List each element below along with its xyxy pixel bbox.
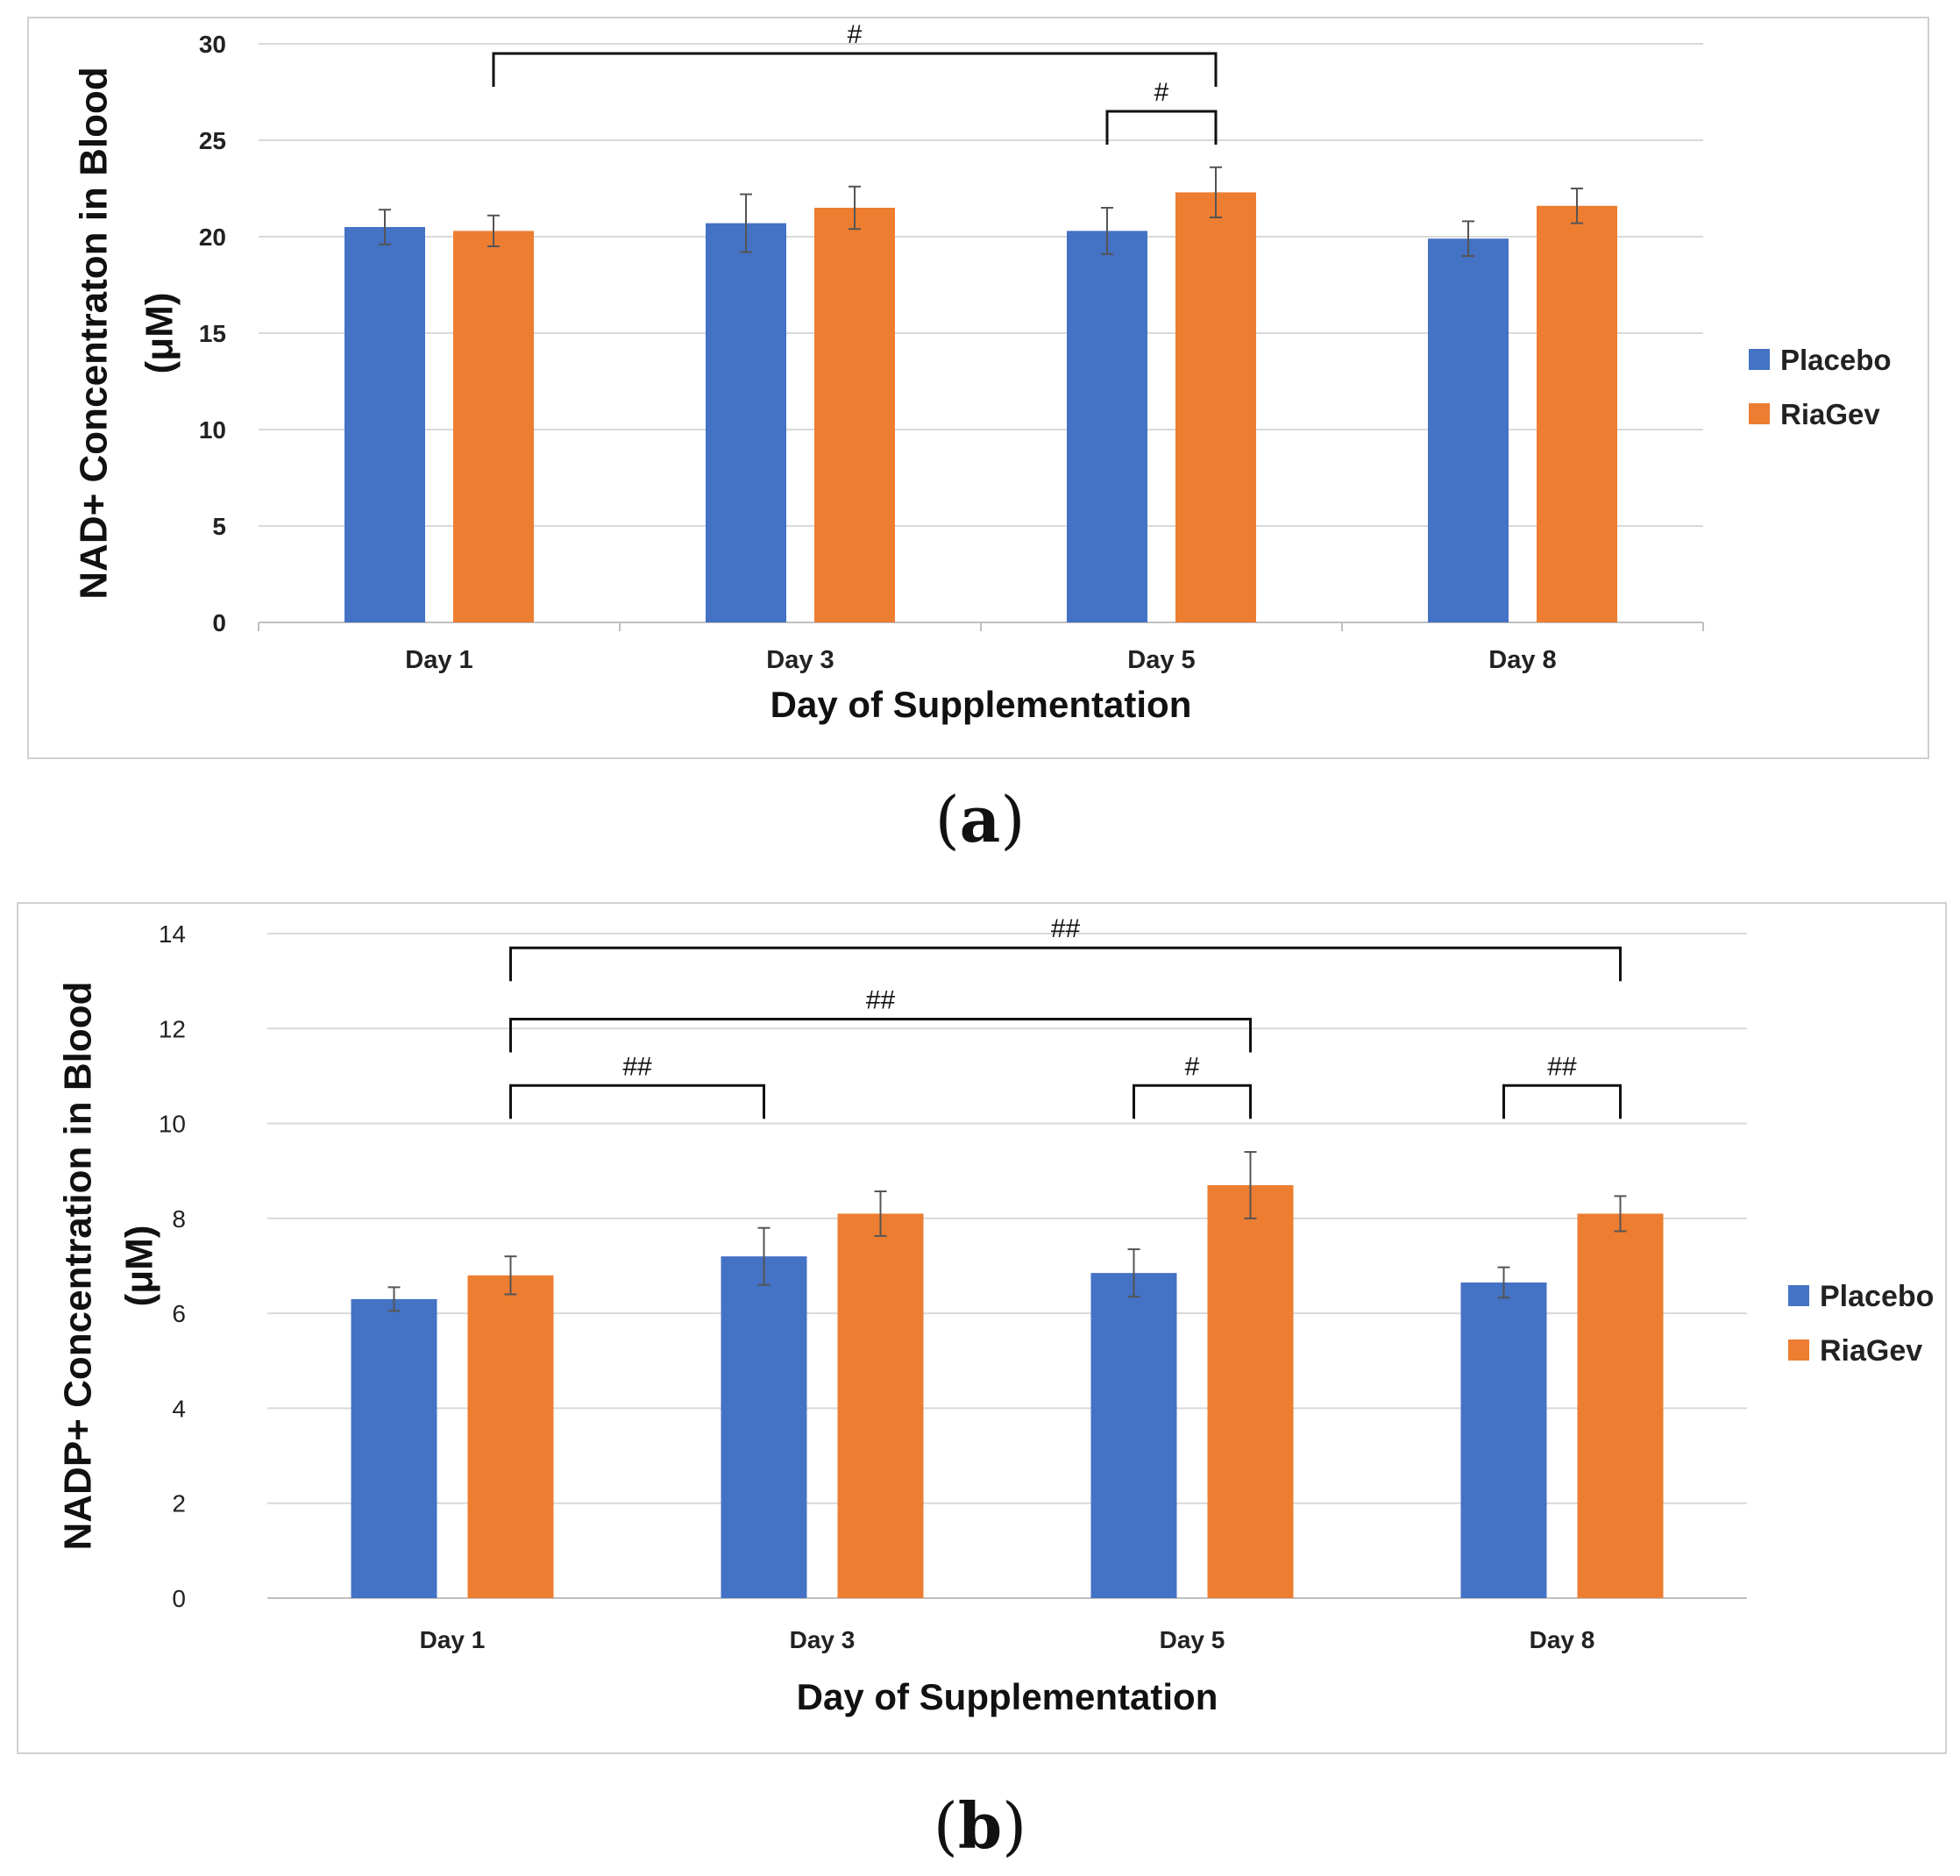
y-axis-unit: (μM): [138, 293, 181, 374]
x-category-label: Day 8: [1488, 646, 1556, 674]
y-tick-label: 10: [199, 416, 226, 444]
significance-label: #: [1154, 78, 1169, 107]
y-tick-label: 12: [159, 1015, 186, 1042]
legend-swatch-riagev: [1788, 1339, 1809, 1361]
bar-placebo: [344, 227, 425, 622]
significance-label: ##: [866, 985, 896, 1014]
x-category-label: Day 5: [1160, 1626, 1225, 1653]
significance-label: ##: [1547, 1052, 1577, 1081]
panel-a-caption: (a): [934, 782, 1026, 856]
significance-bracket: [1502, 1084, 1622, 1119]
legend-swatch-riagev: [1749, 403, 1770, 424]
y-tick-label: 30: [199, 31, 226, 58]
panel-a-letter: a: [959, 782, 1001, 856]
y-tick-label: 2: [172, 1490, 186, 1517]
legend-label-placebo: Placebo: [1780, 344, 1892, 376]
y-tick-label: 25: [199, 127, 226, 154]
significance-bracket: [509, 1017, 1252, 1053]
bar-riagev: [1207, 1184, 1294, 1598]
significance-bracket: [509, 1084, 765, 1119]
bar-riagev: [1577, 1213, 1664, 1598]
bar-placebo: [706, 223, 786, 622]
bar-riagev: [837, 1213, 924, 1598]
significance-label: #: [1185, 1052, 1200, 1081]
x-category-label: Day 1: [405, 646, 472, 674]
bar-placebo: [1428, 238, 1509, 622]
y-tick-label: 0: [172, 1585, 186, 1612]
y-axis-title: NADP+ Concentration in Blood: [57, 982, 100, 1551]
y-axis-title: NAD+ Concentraton in Blood: [73, 67, 116, 599]
significance-label: ##: [622, 1052, 652, 1081]
bar-placebo: [1090, 1273, 1177, 1598]
panel-b-caption: (b): [933, 1788, 1027, 1863]
significance-label: ##: [1051, 914, 1081, 943]
significance-label: #: [848, 20, 863, 49]
x-category-label: Day 8: [1530, 1626, 1595, 1653]
y-tick-label: 0: [212, 609, 226, 636]
x-category-label: Day 1: [420, 1626, 486, 1653]
x-axis-title: Day of Supplementation: [771, 684, 1192, 725]
y-tick-label: 10: [159, 1111, 186, 1138]
x-category-label: Day 3: [766, 646, 834, 674]
bar-placebo: [721, 1256, 807, 1598]
bar-placebo: [1460, 1282, 1547, 1598]
y-tick-label: 15: [199, 320, 226, 347]
significance-bracket: [1133, 1084, 1252, 1119]
legend-label-riagev: RiaGev: [1780, 398, 1880, 430]
y-tick-label: 20: [199, 224, 226, 251]
bar-riagev: [1175, 192, 1256, 622]
x-category-label: Day 5: [1127, 646, 1195, 674]
chart-frame: [27, 17, 1929, 759]
panel-b-letter: b: [957, 1788, 1003, 1863]
bar-riagev: [453, 231, 534, 622]
significance-bracket: [492, 52, 1218, 87]
significance-bracket: [1105, 110, 1218, 145]
legend-label-placebo: Placebo: [1820, 1280, 1934, 1313]
legend-swatch-placebo: [1788, 1285, 1809, 1306]
chart-panel-a: 0 5 10 15 20 25 30 Day 1 Day 3 Day 5 Day 8 # # Day of…: [0, 0, 1960, 877]
y-tick-label: 14: [159, 920, 186, 948]
x-category-label: Day 3: [790, 1626, 856, 1653]
y-tick-label: 8: [172, 1205, 186, 1233]
y-tick-label: 5: [212, 513, 226, 540]
nad-chart: 0 5 10 15 20 25 30 Day 1 Day 3 Day 5 Day 8 # # Day of…: [27, 17, 1929, 759]
y-tick-label: 4: [172, 1395, 186, 1422]
legend-swatch-placebo: [1749, 349, 1770, 370]
y-axis-unit: (μM): [118, 1226, 161, 1307]
bar-riagev: [467, 1275, 554, 1598]
bar-riagev: [814, 208, 895, 622]
bar-riagev: [1537, 205, 1617, 623]
bar-placebo: [1067, 231, 1147, 622]
bar-placebo: [351, 1298, 437, 1598]
y-tick-label: 6: [172, 1300, 186, 1327]
chart-panel-b: 0 2 4 6 8 10 12 14 Day 1 Day 3 Day 5 Day 8 ## ## ## # ##…: [0, 877, 1960, 1876]
significance-bracket: [509, 946, 1622, 982]
legend-label-riagev: RiaGev: [1820, 1334, 1922, 1368]
x-axis-title: Day of Supplementation: [797, 1676, 1218, 1717]
